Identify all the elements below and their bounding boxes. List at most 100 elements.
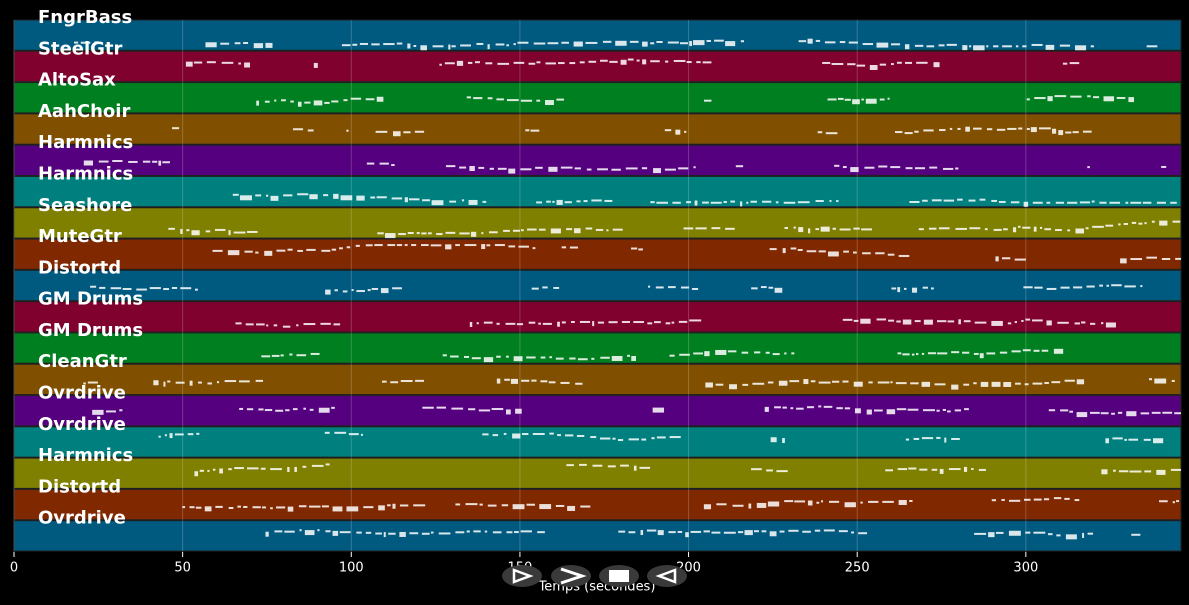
note [1170,468,1181,471]
note [963,383,970,386]
note [235,322,242,325]
track-label: Seashore [38,195,132,216]
note [270,468,282,471]
note [445,165,456,168]
note [922,409,935,412]
note [1161,258,1171,261]
note [1158,500,1168,503]
note [957,198,963,201]
note [922,199,928,202]
note [325,530,331,533]
note [1026,98,1030,101]
note [365,98,375,101]
note [303,407,306,410]
note [228,230,231,236]
note [798,227,804,233]
note [309,194,318,200]
note [506,531,513,534]
note [1003,381,1012,387]
note [1123,222,1128,225]
forward-button[interactable] [551,565,591,587]
note [1023,201,1029,207]
note [591,357,595,360]
note [360,433,363,436]
stop-button[interactable] [599,565,639,587]
note [885,469,893,472]
note [1007,322,1012,325]
track-label: Distortd [38,476,121,497]
note [868,381,873,384]
note [1162,411,1173,414]
track-label: Ovrdrive [38,383,126,404]
note [421,244,429,247]
note [356,290,365,293]
note [1022,226,1031,229]
note [486,244,491,247]
note [1174,412,1181,415]
note [392,287,402,290]
note [136,288,147,291]
note [748,503,752,509]
note [513,356,523,362]
note [1055,201,1065,204]
note [415,379,424,382]
note [548,381,556,384]
note [385,233,396,239]
note [510,378,518,384]
note [484,530,488,533]
note [655,286,664,289]
note [669,436,681,439]
note [740,201,743,207]
note [149,287,161,290]
note [1047,96,1053,102]
note [455,531,465,534]
note [1043,498,1050,501]
note [802,530,811,533]
note [669,354,675,357]
note [834,164,840,167]
note [478,409,491,412]
note [1065,131,1072,134]
track-label: Harmnics [38,132,133,153]
note [995,531,1004,534]
note [633,321,644,324]
note [783,201,796,204]
track-label: Ovrdrive [38,414,126,435]
note [756,502,767,508]
note [1003,228,1008,231]
note [1131,221,1137,224]
note [482,200,487,203]
back-button[interactable] [647,565,687,587]
note [266,324,269,327]
track-label: Ovrdrive [38,508,126,529]
note [711,531,721,534]
note [1082,130,1092,133]
note [180,228,183,234]
note [604,199,613,202]
note [445,244,452,250]
note [937,320,947,323]
note [656,41,663,44]
play-button[interactable] [502,565,542,587]
note [895,131,903,134]
note [948,468,961,471]
note [1057,321,1069,324]
note [782,438,785,444]
note [664,129,672,132]
note [501,504,509,507]
note [1117,411,1123,414]
note [991,199,998,202]
note [842,318,853,321]
note [239,195,252,201]
note [839,41,846,44]
note [411,244,417,247]
note [818,405,822,408]
note [887,253,895,256]
note [246,408,254,411]
note [518,245,529,248]
note [283,194,293,197]
note [216,381,220,384]
note [955,167,959,170]
note [228,507,234,510]
note [313,100,323,106]
